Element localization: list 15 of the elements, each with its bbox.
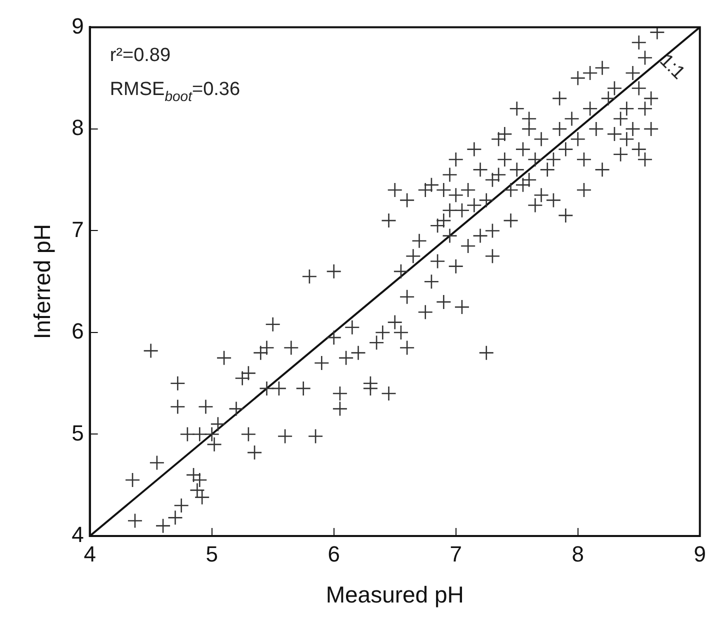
- annotation: 1:1: [655, 50, 689, 84]
- y-tick-label: 8: [72, 115, 84, 140]
- y-tick-label: 9: [72, 13, 84, 38]
- y-axis-title: Inferred pH: [29, 224, 56, 340]
- x-axis-title: Measured pH: [326, 582, 464, 608]
- x-tick-label: 8: [572, 541, 584, 566]
- x-tick-label: 7: [450, 541, 462, 566]
- x-tick-label: 9: [694, 541, 706, 566]
- annotation: r²=0.89: [110, 45, 171, 66]
- y-tick-label: 7: [72, 216, 84, 242]
- y-tick-label: 4: [72, 522, 84, 548]
- y-tick-label: 6: [72, 318, 84, 344]
- y-tick-label: 5: [72, 420, 84, 446]
- x-tick-label: 5: [206, 541, 218, 566]
- x-tick-label: 6: [328, 541, 340, 566]
